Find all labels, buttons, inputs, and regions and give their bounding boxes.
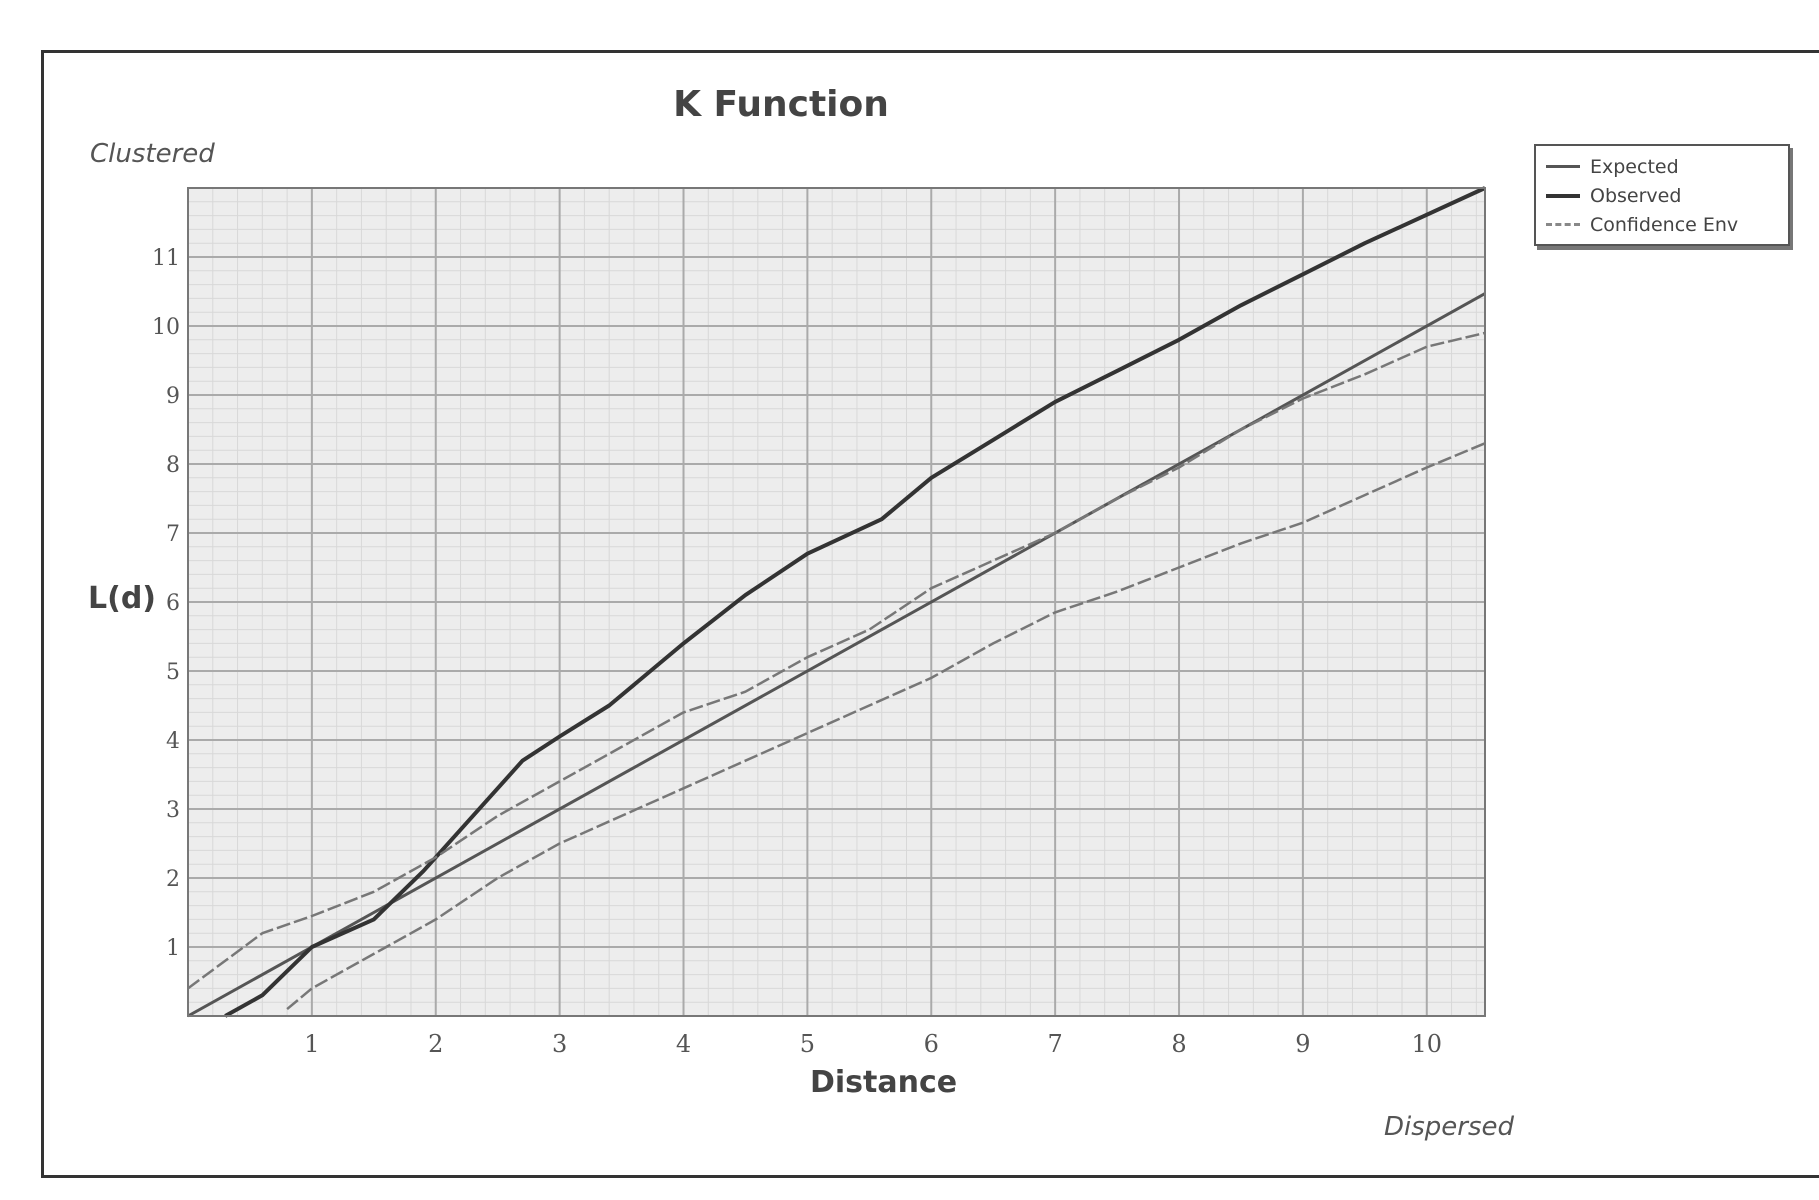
series-line-expected-0 [187, 292, 1486, 1018]
y-tick-label: 7 [166, 522, 180, 547]
x-tick-label: 5 [800, 1030, 815, 1058]
x-tick-label: 1 [304, 1030, 319, 1058]
legend-swatch [1546, 165, 1580, 168]
dispersed-annotation: Dispersed [1384, 1112, 1515, 1142]
chart-frame: K Function Clustered Dispersed L(d) Dist… [41, 50, 1819, 1178]
plot-border [187, 187, 1486, 1017]
y-tick-label: 3 [166, 798, 180, 823]
x-tick-label: 8 [1171, 1030, 1186, 1058]
y-tick-label: 5 [166, 660, 180, 685]
legend-item-confidence: Confidence Env [1546, 210, 1778, 239]
x-tick-label: 7 [1048, 1030, 1063, 1058]
y-tick-label: 9 [166, 384, 180, 409]
series-line-confidence-env-3 [286, 442, 1486, 1011]
legend-item-observed: Observed [1546, 181, 1778, 210]
y-tick-label: 8 [166, 453, 180, 478]
x-tick-label: 10 [1412, 1030, 1443, 1058]
series-line-observed-1 [224, 186, 1486, 1018]
y-tick-label: 11 [152, 246, 180, 271]
y-tick-label: 2 [166, 867, 180, 892]
legend-label: Expected [1590, 155, 1679, 178]
legend-swatch [1546, 223, 1580, 226]
legend-item-expected: Expected [1546, 152, 1778, 181]
x-tick-label: 3 [552, 1030, 567, 1058]
y-tick-label: 4 [166, 729, 180, 754]
y-tick-label: 10 [152, 315, 180, 340]
x-tick-label: 6 [924, 1030, 939, 1058]
legend-swatch [1546, 193, 1580, 198]
x-tick-label: 4 [676, 1030, 691, 1058]
legend-label: Observed [1590, 184, 1682, 207]
x-tick-label: 9 [1295, 1030, 1310, 1058]
legend-label: Confidence Env [1590, 213, 1739, 236]
y-tick-label: 6 [166, 591, 180, 616]
chart-title: K Function [673, 84, 889, 125]
series-line-confidence-env-2 [187, 331, 1486, 990]
y-axis-label: L(d) [88, 581, 157, 616]
x-tick-label: 2 [428, 1030, 443, 1058]
legend: Expected Observed Confidence Env [1534, 144, 1790, 246]
x-axis-label: Distance [810, 1065, 958, 1100]
clustered-annotation: Clustered [90, 139, 215, 169]
y-tick-label: 1 [166, 936, 180, 961]
